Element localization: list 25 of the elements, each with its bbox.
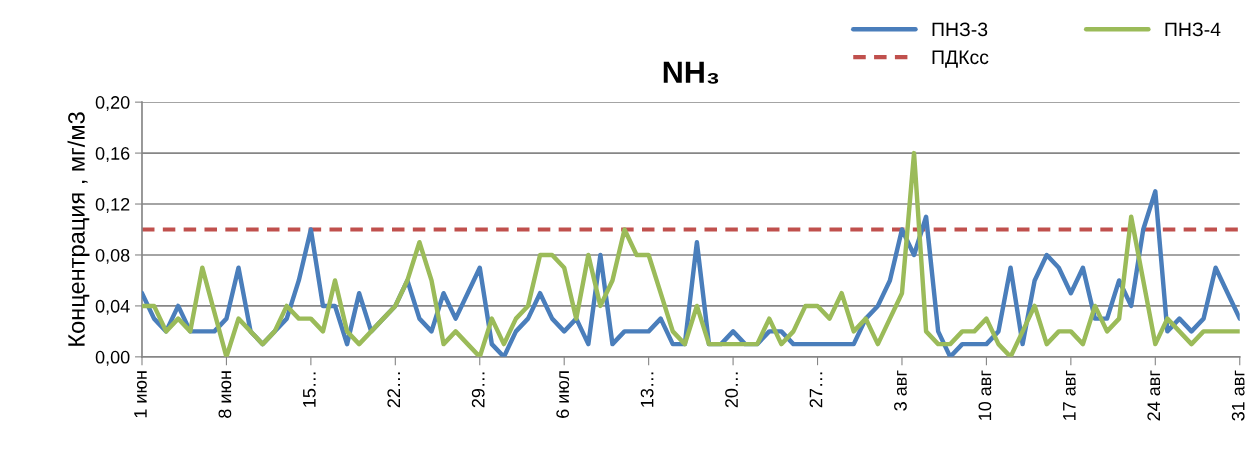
x-tick-label: 15…	[303, 372, 316, 407]
x-tick-label: 1 июн	[134, 371, 147, 418]
x-tick-label: 27…	[809, 372, 823, 408]
y-tick-label: 0,16	[95, 147, 130, 162]
legend-label: ПНЗ-4	[1165, 22, 1221, 37]
x-tick-label: 6 июл	[556, 371, 570, 418]
x-tick-label: 8 июн	[218, 371, 232, 418]
x-tick-label: 22…	[387, 372, 400, 408]
chart-title: NH₃	[663, 61, 719, 84]
x-tick-label: 20…	[725, 372, 738, 408]
x-tick-label: 17 авг	[1063, 370, 1076, 420]
y-tick-label: 0,08	[95, 248, 130, 264]
y-tick-label: 0,20	[95, 96, 130, 111]
x-tick-label: 31 авг	[1231, 370, 1245, 421]
x-tick-label: 29…	[471, 372, 485, 408]
x-tick-label: 13…	[640, 372, 654, 407]
x-tick-label: 3 авг	[894, 370, 907, 411]
legend-label: ПДКсс	[932, 50, 989, 68]
y-axis-title: Концентрация , мг/м3	[67, 112, 90, 346]
y-tick-label: 0,04	[95, 299, 130, 315]
x-tick-label: 10 авг	[978, 370, 992, 420]
y-tick-label: 0,00	[95, 350, 130, 366]
legend-label: ПНЗ-3	[932, 22, 988, 37]
x-tick-label: 24 авг	[1147, 370, 1161, 421]
y-tick-label: 0,12	[95, 197, 130, 213]
